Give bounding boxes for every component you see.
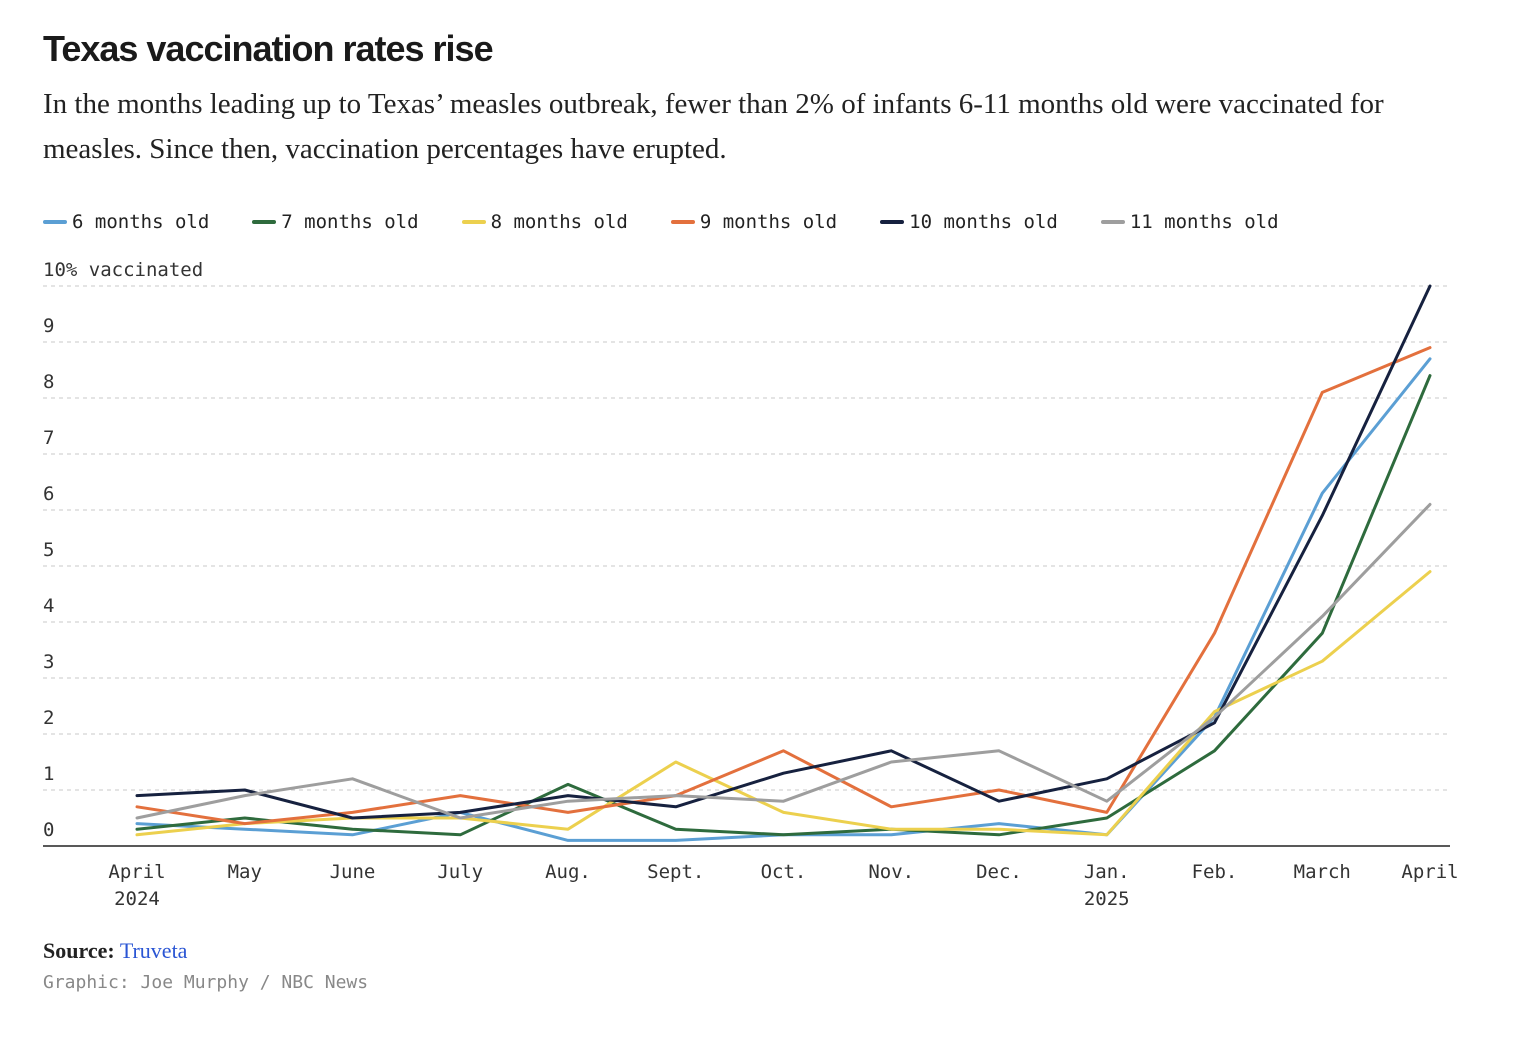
source-label: Source: (43, 938, 115, 963)
series-line-8-months (135, 570, 1432, 837)
legend-swatch (461, 220, 486, 224)
y-tick-label: 4 (43, 595, 54, 617)
x-tick-label: Dec. (976, 861, 1022, 883)
y-tick-label: 0 (43, 819, 54, 841)
legend-item-7-months: 7 months old (252, 211, 419, 233)
y-tick-label: 7 (43, 427, 54, 449)
legend-item-10-months: 10 months old (880, 211, 1058, 233)
line-chart: 0 1 2 3 4 5 6 7 8 9 10% vaccinated April 2024 May June… (43, 259, 1459, 910)
series-line-6-months (135, 357, 1432, 842)
legend-label: 10 months old (909, 211, 1058, 233)
source-line: Source: Truveta (43, 938, 187, 964)
series-line-7-months (135, 374, 1432, 837)
y-tick-label: 9 (43, 315, 54, 337)
legend-label: 11 months old (1129, 211, 1279, 233)
legend-swatch (1100, 220, 1125, 224)
legend-item-9-months: 9 months old (670, 211, 838, 233)
series-line-11-months (135, 502, 1432, 820)
legend-swatch (43, 220, 67, 224)
y-tick-label: 8 (43, 371, 54, 393)
legend-item-6-months: 6 months old (43, 211, 209, 233)
y-tick-label: 5 (43, 539, 54, 561)
x-tick-label: Nov. (868, 861, 914, 883)
x-tick-label: Sept. (647, 861, 704, 883)
x-tick-label: April 2024 (108, 861, 165, 910)
chart-title: Texas vaccination rates rise (43, 28, 494, 69)
legend-label: 9 months old (699, 211, 838, 233)
x-tick-label: Jan. 2025 (1084, 861, 1130, 910)
legend-swatch (252, 220, 277, 224)
x-tick-label: April (1401, 861, 1458, 883)
chart-legend: 6 months old 7 months old 8 months old 9… (43, 208, 1279, 236)
legend-swatch (880, 220, 905, 224)
legend-label: 6 months old (72, 211, 210, 233)
x-tick-label: June (330, 861, 376, 883)
x-tick-label: Aug. (545, 861, 591, 883)
legend-label: 8 months old (490, 211, 628, 233)
x-tick-label: Oct. (761, 861, 807, 883)
series-line-10-months (135, 284, 1432, 820)
legend-swatch (670, 220, 695, 224)
x-tick-label: March (1294, 861, 1351, 883)
y-tick-label: 10% vaccinated (43, 259, 203, 281)
source-link[interactable]: Truveta (119, 938, 188, 963)
graphic-credit: Graphic: Joe Murphy / NBC News (43, 972, 369, 993)
legend-item-11-months: 11 months old (1100, 211, 1279, 233)
y-tick-label: 6 (43, 483, 54, 505)
y-tick-label: 3 (43, 651, 54, 673)
y-tick-label: 2 (43, 707, 54, 729)
y-tick-label: 1 (43, 763, 54, 785)
series-line-9-months (135, 346, 1432, 826)
chart-subtitle: In the months leading up to Texas’ measl… (43, 88, 1384, 165)
legend-label: 7 months old (281, 211, 419, 233)
legend-item-8-months: 8 months old (461, 211, 628, 233)
x-tick-label: May (228, 861, 262, 883)
x-tick-label: July (437, 861, 483, 883)
x-tick-label: Feb. (1192, 861, 1238, 883)
